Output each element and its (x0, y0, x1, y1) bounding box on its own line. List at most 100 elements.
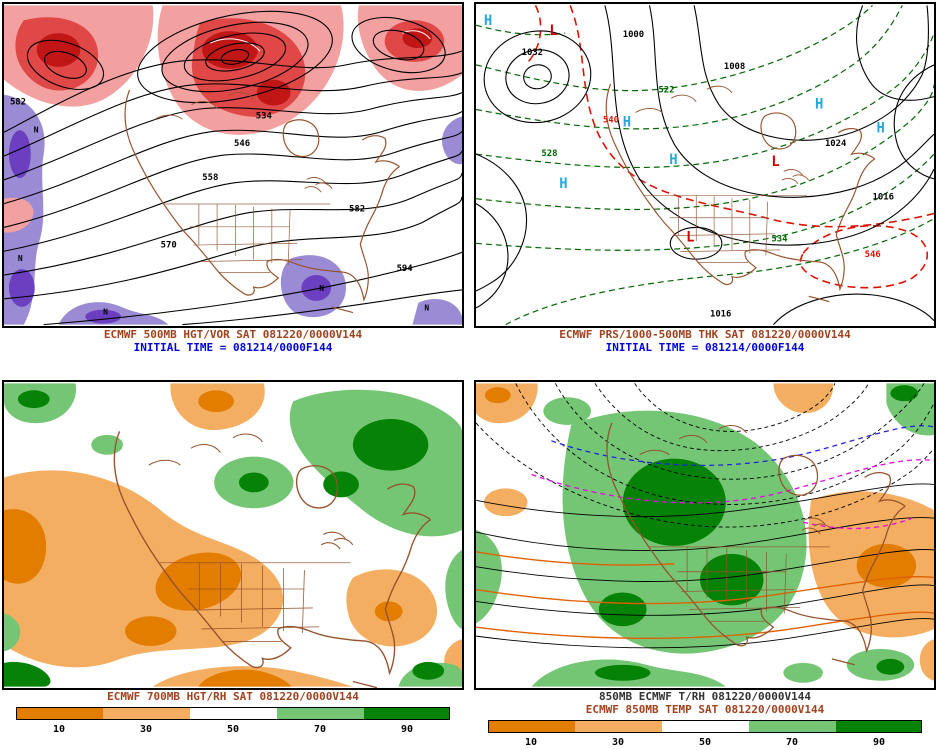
contour-label: 570 (161, 240, 177, 250)
pressure-label: 1008 (724, 62, 745, 72)
high-marker: H (877, 120, 885, 136)
initial-time-row: INITIAL TIME = 081214/0000F144 (2, 341, 464, 354)
colorbar-swatches (16, 707, 450, 720)
thickness-label-red: 540 (603, 115, 619, 125)
height-contour-labels: 582 570 558 546 534 582 594 (10, 98, 413, 275)
thickness-contours-green (476, 4, 934, 326)
low-marker: L (549, 23, 557, 39)
high-marker: H (484, 13, 492, 29)
initial-time-row: INITIAL TIME = 081214/0000F144 (474, 341, 936, 354)
pressure-contours (476, 5, 934, 325)
colorbar-segment (103, 707, 190, 720)
pressure-labels: 1032 1000 1008 1024 1016 1016 (522, 30, 894, 320)
thickness-contours-red (525, 5, 934, 289)
vorticity-red-shading (4, 5, 462, 233)
temp-contours-solid-black (476, 483, 934, 649)
thickness-label-green: 522 (658, 86, 674, 96)
colorbar-segment (662, 720, 749, 733)
panel-caption-row: 850MB ECMWF T/RH 081220/0000V144 (474, 690, 936, 703)
colorbar-tick: 90 (400, 724, 414, 735)
pressure-label: 1016 (710, 310, 731, 320)
vorticity-purple-shading (4, 94, 462, 325)
contour-label: 546 (234, 139, 250, 149)
magenta-dashed-contour (531, 459, 934, 504)
vort-n-marker: N (103, 308, 108, 317)
contour-label: 534 (256, 111, 272, 121)
panel-500mb-hgt-vor: 582 570 558 546 534 582 594 N N N N N EC… (2, 2, 464, 354)
colorbar-segment (16, 707, 103, 720)
pressure-label: 1032 (522, 48, 543, 58)
initial-time-caption: INITIAL TIME = 081214/0000F144 (133, 341, 333, 354)
map-500mb-hgt-vor: 582 570 558 546 534 582 594 N N N N N (2, 2, 464, 328)
map-850mb-temp-rh (474, 380, 936, 690)
thickness-labels: 522 528 534 540 546 (541, 86, 880, 261)
contour-label: 594 (397, 264, 413, 274)
colorbar-segment (190, 707, 277, 720)
colorbar-tick: 10 (524, 737, 538, 748)
rh-colorbar: 10 30 50 70 90 (16, 705, 464, 736)
vort-n-marker: N (18, 254, 23, 263)
high-marker: H (669, 152, 677, 168)
rh-orange-shading (4, 383, 462, 687)
colorbar-segment (364, 707, 450, 720)
map-prs-thickness: 1032 1000 1008 1024 1016 1016 522 528 53… (474, 2, 936, 328)
panel-caption-temp: ECMWF 850MB TEMP SAT 081220/0000V144 (585, 703, 825, 716)
colorbar-tick: 70 (313, 724, 327, 735)
colorbar-tick: 90 (872, 737, 886, 748)
colorbar-tick: 70 (785, 737, 799, 748)
contour-label: 582 (349, 205, 365, 215)
thickness-label-green: 528 (541, 149, 557, 159)
colorbar-border (488, 720, 922, 733)
initial-time-caption: INITIAL TIME = 081214/0000F144 (605, 341, 805, 354)
colorbar-ticks: 10 30 50 70 90 (488, 737, 936, 749)
colorbar-ticks: 10 30 50 70 90 (16, 724, 464, 736)
vort-n-marker: N (34, 125, 39, 134)
pressure-label: 1016 (873, 193, 894, 203)
low-marker: L (771, 154, 779, 170)
panel-caption-row: ECMWF 500MB HGT/VOR SAT 081220/0000V144 (2, 328, 464, 341)
vorticity-min-markers: N N N N N (18, 125, 429, 316)
thickness-label-red: 546 (865, 250, 881, 260)
rh-green-shading (476, 383, 934, 687)
blue-dashed-contour (551, 425, 934, 467)
vort-n-marker: N (319, 284, 324, 293)
panel-caption-row: ECMWF 700MB HGT/RH SAT 081220/0000V144 (2, 690, 464, 703)
high-low-markers: H H H H H H L L L (484, 13, 885, 245)
temp-contours-dashed-black (476, 383, 934, 528)
colorbar-swatches (488, 720, 922, 733)
colorbar-segment (277, 707, 364, 720)
colorbar-segment (836, 720, 922, 733)
panel-850mb-temp-rh: 850MB ECMWF T/RH 081220/0000V144 ECMWF 8… (474, 380, 936, 749)
colorbar-segment (749, 720, 836, 733)
pressure-label: 1024 (825, 139, 846, 149)
panel-700mb-hgt-rh: ECMWF 700MB HGT/RH SAT 081220/0000V144 1… (2, 380, 464, 736)
high-marker: H (623, 114, 631, 130)
panel-caption: ECMWF PRS/1000-500MB THK SAT 081220/0000… (559, 328, 851, 341)
colorbar-segment (575, 720, 662, 733)
contour-label: 582 (10, 98, 26, 108)
colorbar-border (16, 707, 450, 720)
colorbar-tick: 10 (52, 724, 66, 735)
temp-contours-orange (476, 551, 934, 640)
panel-caption: ECMWF 500MB HGT/VOR SAT 081220/0000V144 (103, 328, 363, 341)
colorbar-segment (488, 720, 575, 733)
colorbar-tick: 30 (611, 737, 625, 748)
panel-caption-row2: ECMWF 850MB TEMP SAT 081220/0000V144 (474, 703, 936, 716)
colorbar-tick: 50 (226, 724, 240, 735)
panel-caption-row: ECMWF PRS/1000-500MB THK SAT 081220/0000… (474, 328, 936, 341)
colorbar-tick: 50 (698, 737, 712, 748)
colorbar-tick: 30 (139, 724, 153, 735)
panel-caption-trh: 850MB ECMWF T/RH 081220/0000V144 (599, 690, 811, 703)
high-marker: H (559, 176, 567, 192)
thickness-label-green: 534 (771, 234, 787, 244)
panel-prs-thickness: 1032 1000 1008 1024 1016 1016 522 528 53… (474, 2, 936, 354)
low-marker: L (686, 229, 694, 245)
map-700mb-hgt-rh (2, 380, 464, 690)
high-marker: H (815, 96, 823, 112)
vort-n-marker: N (424, 304, 429, 313)
height-contours (4, 10, 462, 326)
rh-colorbar: 10 30 50 70 90 (488, 718, 936, 749)
pressure-label: 1000 (623, 30, 644, 40)
rh-green-shading (4, 383, 462, 687)
